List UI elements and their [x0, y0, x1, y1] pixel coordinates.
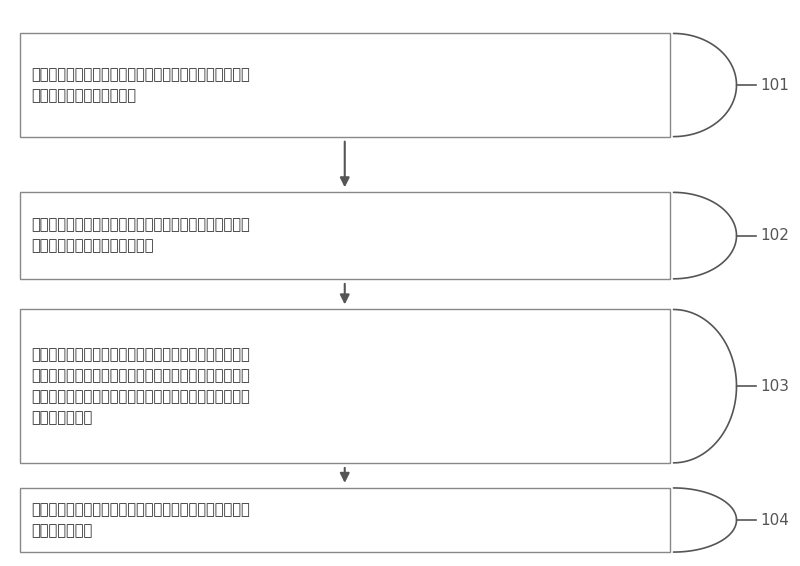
FancyBboxPatch shape [20, 488, 670, 552]
Text: 101: 101 [760, 78, 789, 92]
Text: 103: 103 [760, 379, 789, 394]
Text: 104: 104 [760, 512, 789, 528]
FancyBboxPatch shape [20, 192, 670, 279]
Text: 在服务器集群系统中配置一台全局配置服务器，该全局配
置服务器上保存有不同监控策略: 在服务器集群系统中配置一台全局配置服务器，该全局配 置服务器上保存有不同监控策略 [32, 217, 250, 254]
Text: 102: 102 [760, 228, 789, 243]
Text: 在服务器集群系统中的每台服务器上配置一个监控代理实
例和一个对应的数据库实例: 在服务器集群系统中的每台服务器上配置一个监控代理实 例和一个对应的数据库实例 [32, 67, 250, 103]
FancyBboxPatch shape [20, 33, 670, 136]
Text: 每台服务器上的监控代理实例从全局配置服务器获取对应
于本服务器的监控策略，根据所获取的监控策略对本服务
器进行监控，并将监控结果数据通过对应的数据库实例保
存到: 每台服务器上的监控代理实例从全局配置服务器获取对应 于本服务器的监控策略，根据所… [32, 347, 250, 425]
FancyBboxPatch shape [20, 310, 670, 463]
Text: 每台服务器上的监控代理实例根据监控策略和监控结果数
据进行报警处理: 每台服务器上的监控代理实例根据监控策略和监控结果数 据进行报警处理 [32, 502, 250, 538]
